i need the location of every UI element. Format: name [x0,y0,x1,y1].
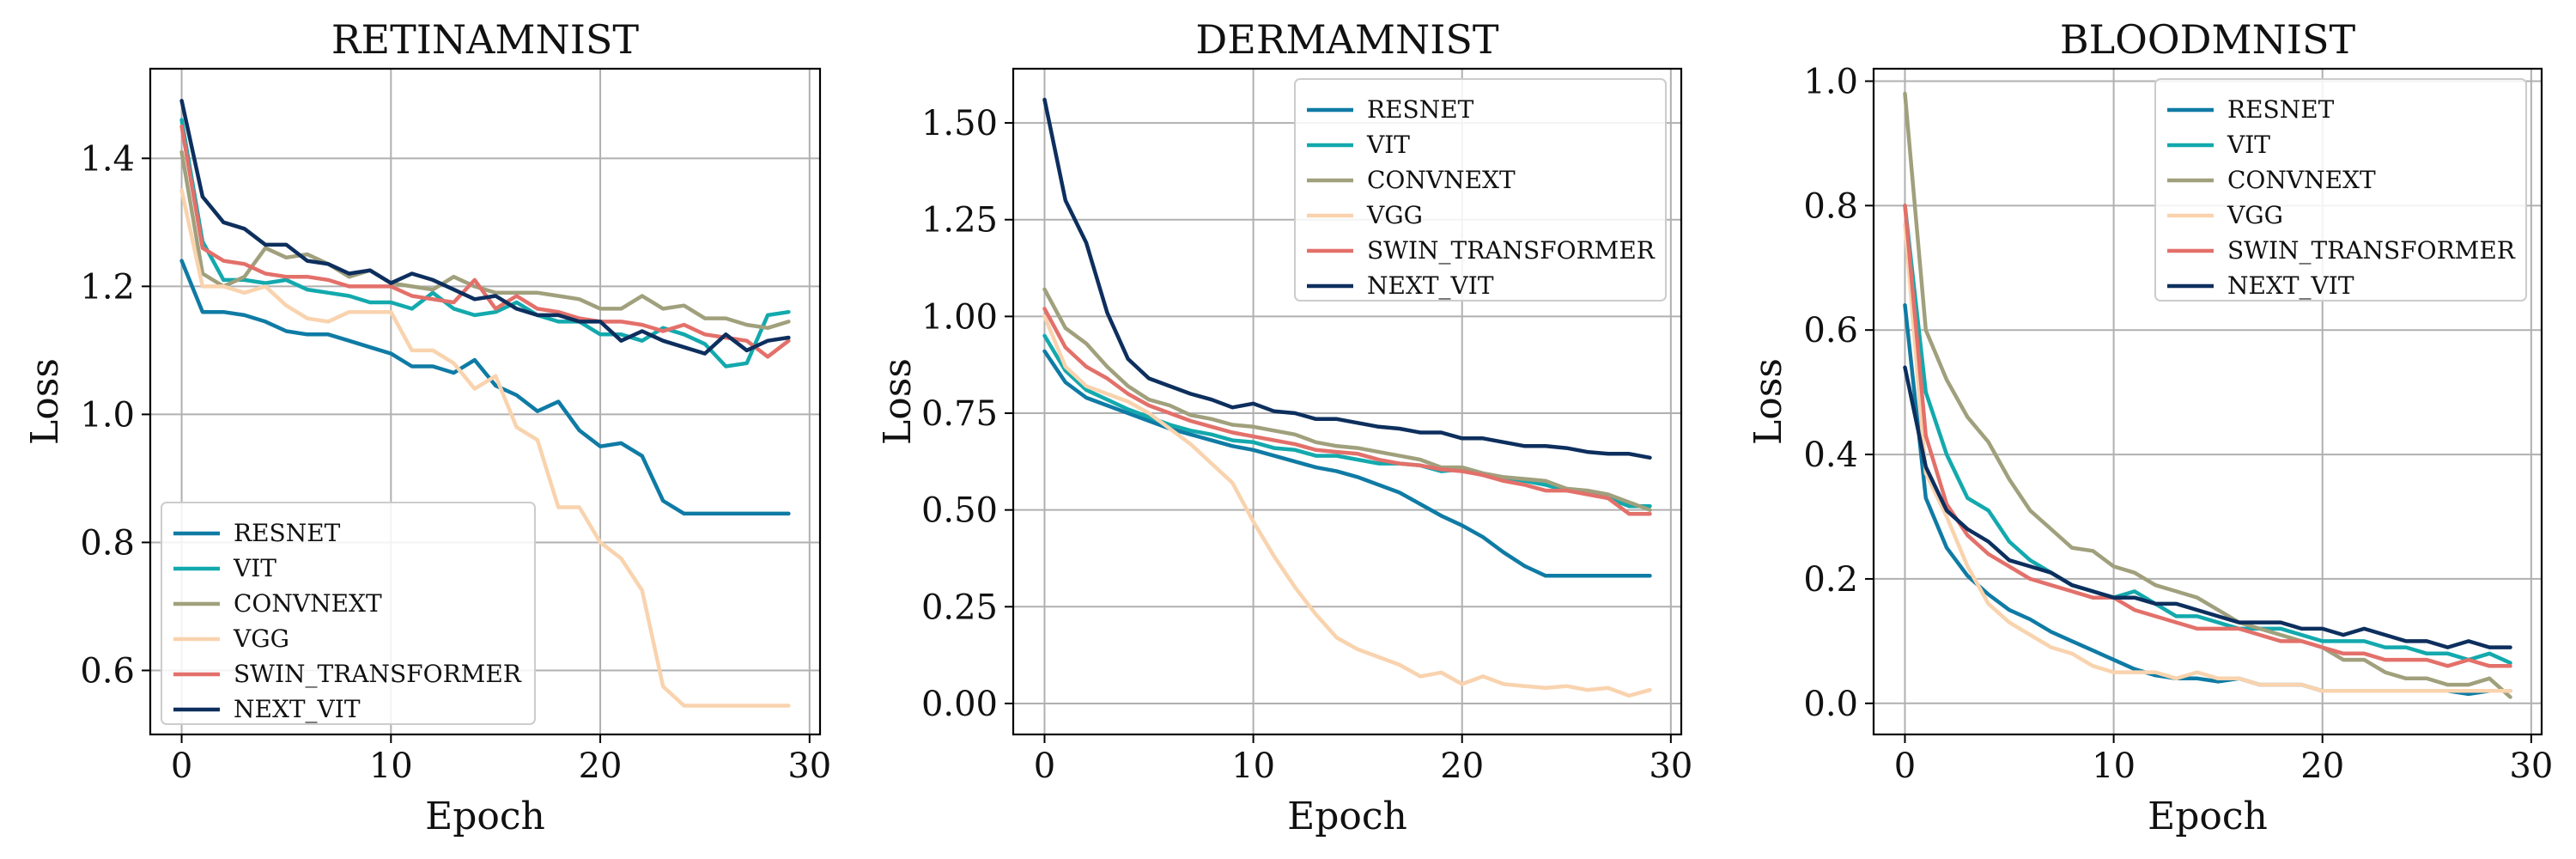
series-line-convnext [179,149,791,331]
series-line-vit [1042,333,1652,509]
legend-label: SWIN_TRANSFORMER [234,660,522,688]
y-tick-label: 0.6 [80,651,135,691]
x-tick-label: 0 [1034,746,1055,786]
series-group [1903,91,2512,699]
legend-label: CONVNEXT [234,589,382,618]
x-tick-label: 10 [1231,746,1275,786]
y-tick-label: 1.0 [1803,62,1858,101]
legend-box [161,502,536,725]
plot-frame [149,67,822,736]
legend-label: RESNET [2227,95,2335,124]
y-tick-label: 0.8 [1803,186,1858,226]
series-line-vit [179,118,791,369]
series-line-vgg [179,188,791,708]
x-tick-label: 30 [2509,746,2553,786]
series-line-convnext [1042,287,1652,512]
y-tick-label: 0.75 [921,394,998,434]
series-line-vgg [1042,314,1652,698]
x-axis-label: Epoch [2148,795,2268,838]
legend-label: VIT [233,554,276,582]
legend-label: NEXT_VIT [1367,271,1494,300]
x-tick-label: 0 [171,746,192,786]
chart-panel-bloodmnist: 0 10 20 30 0.0 0.2 0.4 0.6 0.8 1.0 BLOODMNIST Epoch… [1747,16,2553,838]
legend-label: NEXT_VIT [234,695,361,723]
plot-frame [1872,67,2543,736]
series-line-swin-transformer [1042,307,1652,516]
series-group [179,99,791,708]
legend-label: SWIN_TRANSFORMER [1367,236,1656,265]
y-tick-label: 0.4 [1803,436,1858,475]
x-tick-label: 10 [2092,746,2136,786]
legend-label: VIT [2227,131,2270,159]
y-axis-label: Loss [1747,358,1790,445]
legend-label: VGG [2227,201,2283,229]
series-line-vgg [1903,222,2512,693]
x-axis-label: Epoch [425,795,545,838]
series-line-resnet [179,259,791,516]
y-tick-label: 1.50 [921,104,998,143]
legend-label: SWIN_TRANSFORMER [2227,236,2516,265]
legend-label: VIT [1366,131,1410,159]
plot-frame [1012,67,1683,736]
series-line-next-vit [1903,365,2512,649]
x-tick-label: 20 [2300,746,2344,786]
legend-box [2154,78,2527,302]
y-tick-label: 0.6 [1803,311,1858,350]
series-line-resnet [1903,302,2512,697]
chart-title: DERMAMNIST [1195,16,1498,63]
series-line-next-vit [1042,97,1652,460]
legend-label: RESNET [1367,95,1474,124]
legend-label: VGG [1366,201,1423,229]
x-tick-label: 30 [787,746,831,786]
y-tick-label: 0.2 [1803,560,1858,600]
series-line-next-vit [179,99,791,356]
y-tick-label: 1.2 [80,267,135,307]
y-tick-label: 0.25 [921,588,998,627]
x-tick-label: 10 [369,746,413,786]
x-tick-label: 30 [1649,746,1692,786]
legend-box [1294,78,1667,302]
legend: RESNET VIT CONVNEXT VGG SWIN_TRANSFORMER NEXT… [2154,78,2527,302]
y-axis-label: Loss [23,358,67,445]
chart-panel-dermamnist: 0 10 20 30 0.00 0.25 0.50 0.75 1.00 1.25 1.50 DERMA… [876,16,1692,838]
series-group [1042,97,1652,698]
y-axis-label: Loss [876,358,920,445]
y-tick-label: 0.50 [921,491,998,531]
y-tick-label: 0.00 [921,685,998,724]
legend-label: NEXT_VIT [2227,271,2354,300]
x-axis-label: Epoch [1287,795,1407,838]
legend-label: VGG [233,624,289,653]
legend: RESNET VIT CONVNEXT VGG SWIN_TRANSFORMER NEXT… [161,502,536,725]
series-line-convnext [1903,91,2512,699]
legend-label: CONVNEXT [1367,166,1516,194]
x-tick-label: 20 [1440,746,1484,786]
y-tick-label: 0.0 [1803,685,1858,724]
y-tick-label: 1.0 [80,395,135,435]
legend-label: RESNET [234,519,341,547]
chart-title: BLOODMNIST [2060,16,2356,63]
x-tick-label: 20 [579,746,623,786]
legend: RESNET VIT CONVNEXT VGG SWIN_TRANSFORMER NEXT… [1294,78,1667,302]
y-tick-label: 1.4 [80,139,135,179]
series-line-vit [1903,204,2512,665]
y-tick-label: 1.25 [921,201,998,241]
chart-panel-retinamnist: 0 10 20 30 0.6 0.8 1.0 1.2 1.4 RETINAMNIST Epoch Lo… [23,16,831,838]
chart-title: RETINAMNIST [331,16,640,63]
y-tick-label: 1.00 [921,297,998,337]
legend-label: CONVNEXT [2227,166,2376,194]
series-line-swin-transformer [1903,204,2512,668]
y-tick-label: 0.8 [80,523,135,563]
series-line-resnet [1042,349,1652,578]
x-tick-label: 0 [1894,746,1916,786]
series-line-swin-transformer [179,124,791,359]
